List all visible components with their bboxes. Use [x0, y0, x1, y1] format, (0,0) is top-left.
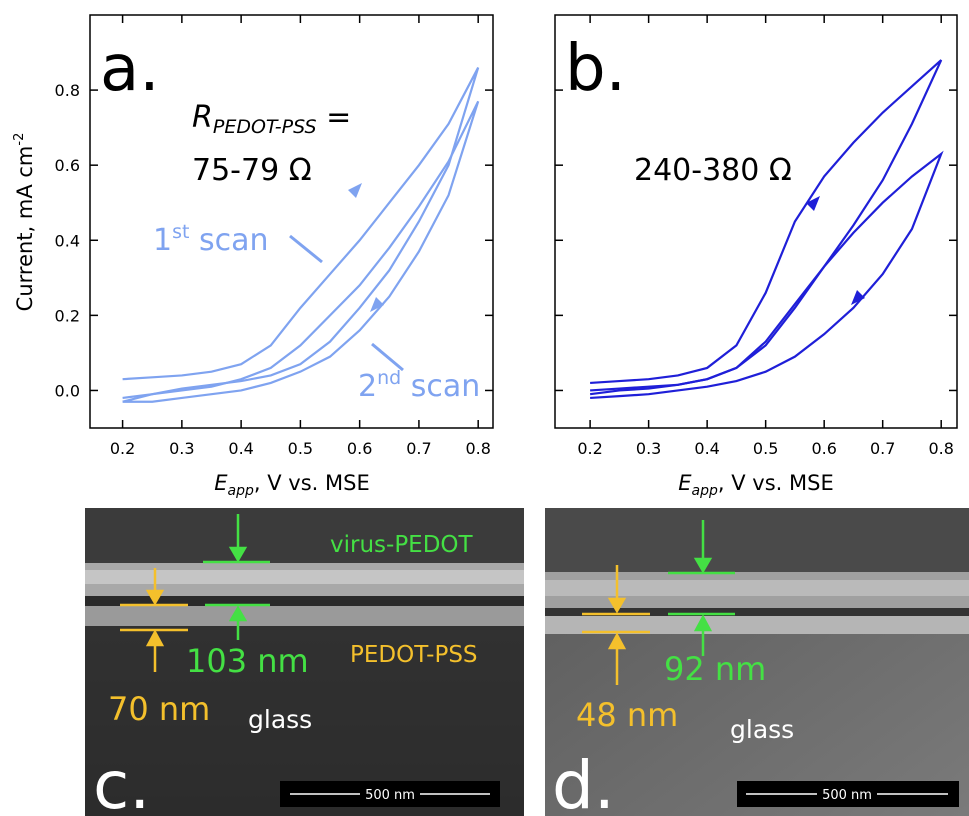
- leader: [371, 342, 404, 372]
- x-tick-label: 0.7: [406, 439, 431, 458]
- x-tick-label: 0.8: [928, 439, 953, 458]
- substrate-label: glass: [248, 705, 312, 734]
- thickness-label: 48 nm: [576, 696, 678, 734]
- x-tick-label: 0.5: [288, 439, 313, 458]
- panel-label: d.: [552, 747, 615, 816]
- layer-label: PEDOT-PSS: [350, 642, 478, 668]
- scale-bar-label: 500 nm: [365, 788, 415, 803]
- x-tick-label: 0.6: [811, 439, 836, 458]
- resistance-label: RPEDOT-PSS =: [192, 100, 351, 138]
- marker: [668, 520, 735, 656]
- marker: [120, 568, 188, 672]
- thickness-label: 92 nm: [664, 650, 766, 688]
- x-tick-label: 0.3: [636, 439, 661, 458]
- cv-curve: [122, 67, 480, 400]
- x-axis-label: Eapp, V vs. MSE: [214, 471, 369, 499]
- sem-image: [85, 508, 524, 816]
- scale-bar-label: 500 nm: [822, 788, 872, 803]
- y-tick-label: 0.6: [55, 156, 80, 175]
- scan-label: 2nd scan: [358, 367, 480, 404]
- cv-curve: [589, 59, 943, 396]
- x-tick-label: 0.7: [870, 439, 895, 458]
- marker: [203, 514, 270, 640]
- x-tick-label: 0.5: [753, 439, 778, 458]
- thickness-label: 103 nm: [186, 642, 309, 680]
- substrate-label: glass: [730, 715, 794, 744]
- y-tick-label: 0.0: [55, 381, 80, 400]
- x-axis-label: Eapp, V vs. MSE: [678, 471, 833, 499]
- cv-curve: [122, 100, 480, 403]
- y-axis-label: Current, mA cm-2: [12, 133, 37, 312]
- x-tick-label: 0.4: [694, 439, 719, 458]
- layer-label: virus-PEDOT: [330, 532, 474, 558]
- x-tick-label: 0.8: [465, 439, 490, 458]
- x-tick-label: 0.3: [169, 439, 194, 458]
- thickness-label: 70 nm: [108, 690, 210, 728]
- x-tick-label: 0.2: [110, 439, 135, 458]
- resistance-value: 240-380 Ω: [634, 153, 792, 188]
- arrow: [851, 290, 865, 305]
- panel-label: a.: [100, 32, 160, 106]
- x-tick-label: 0.4: [228, 439, 253, 458]
- x-tick-label: 0.6: [347, 439, 372, 458]
- y-tick-label: 0.8: [55, 81, 80, 100]
- y-tick-label: 0.2: [55, 306, 80, 325]
- panel-label: c.: [93, 747, 150, 816]
- arrow: [370, 297, 384, 312]
- plot-frame: [554, 14, 958, 429]
- plot-frame: [89, 14, 494, 429]
- leader: [289, 234, 323, 264]
- y-tick-label: 0.4: [55, 231, 80, 250]
- arrow: [348, 183, 362, 198]
- arrow: [806, 196, 820, 211]
- cv-curve: [590, 150, 944, 400]
- resistance-value: 75-79 Ω: [192, 153, 312, 188]
- scan-label: 1st scan: [153, 221, 269, 258]
- panel-label: b.: [565, 32, 626, 106]
- sem-image: [545, 508, 969, 816]
- x-tick-label: 0.2: [577, 439, 602, 458]
- marker: [582, 565, 650, 685]
